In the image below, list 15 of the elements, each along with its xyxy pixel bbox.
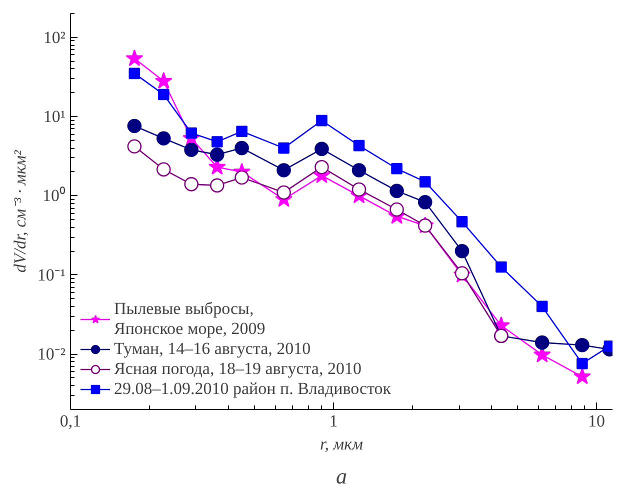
legend-label: Пылевые выбросы, Японское море, 2009 <box>114 299 266 339</box>
y-tick-label: 10⁰ <box>42 186 66 206</box>
y-axis-title: dV/dr, см⁻³ · мкм² <box>10 149 30 273</box>
y-tick-label: 10² <box>43 28 66 47</box>
x-axis-title: r, мкм <box>320 434 364 454</box>
x-tick-label: 0,1 <box>60 412 82 430</box>
x-tick-label: 1 <box>329 412 338 430</box>
y-tick-label: 10⁻¹ <box>37 265 66 284</box>
text: a <box>336 464 347 488</box>
y-tick-label: 10⁻² <box>37 344 66 364</box>
legend-label: Туман, 14–16 августа, 2010 <box>114 339 311 359</box>
x-tick-label: 10 <box>588 412 606 430</box>
legend-label: Ясная погода, 18–19 августа, 2010 <box>114 359 362 379</box>
y-tick-label: 10¹ <box>43 107 66 126</box>
legend-label: 29.08–1.09.2010 район п. Владивосток <box>114 379 392 399</box>
